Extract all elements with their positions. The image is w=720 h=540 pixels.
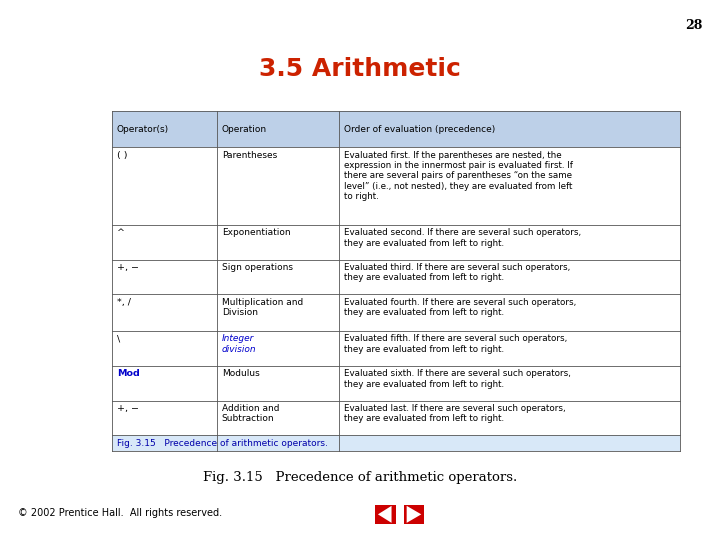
Text: Exponentiation: Exponentiation — [222, 228, 290, 237]
Text: Order of evaluation (precedence): Order of evaluation (precedence) — [344, 125, 495, 133]
Text: Evaluated second. If there are several such operators,
they are evaluated from l: Evaluated second. If there are several s… — [344, 228, 581, 248]
Text: Integer
division: Integer division — [222, 334, 256, 354]
Text: Evaluated sixth. If there are several such operators,
they are evaluated from le: Evaluated sixth. If there are several su… — [344, 369, 571, 389]
Text: \: \ — [117, 334, 120, 343]
Text: Mod: Mod — [117, 369, 140, 378]
Text: +, −: +, − — [117, 263, 139, 272]
Text: Evaluated first. If the parentheses are nested, the
expression in the innermost : Evaluated first. If the parentheses are … — [344, 151, 573, 201]
Text: Sign operations: Sign operations — [222, 263, 293, 272]
Text: © 2002 Prentice Hall.  All rights reserved.: © 2002 Prentice Hall. All rights reserve… — [18, 508, 222, 518]
Bar — [404, 504, 424, 524]
Text: Operator(s): Operator(s) — [117, 125, 168, 133]
Text: Operation: Operation — [222, 125, 267, 133]
Text: Evaluated fourth. If there are several such operators,
they are evaluated from l: Evaluated fourth. If there are several s… — [344, 298, 577, 317]
Text: +, −: +, − — [117, 404, 139, 413]
Text: Multiplication and
Division: Multiplication and Division — [222, 298, 303, 317]
Bar — [375, 504, 395, 524]
Text: Parentheses: Parentheses — [222, 151, 277, 160]
Text: 3.5 Arithmetic: 3.5 Arithmetic — [259, 57, 461, 80]
Text: Evaluated last. If there are several such operators,
they are evaluated from lef: Evaluated last. If there are several suc… — [344, 404, 566, 423]
Text: ( ): ( ) — [117, 151, 127, 160]
Text: Modulus: Modulus — [222, 369, 260, 378]
Text: ^: ^ — [117, 228, 125, 237]
Text: Fig. 3.15   Precedence of arithmetic operators.: Fig. 3.15 Precedence of arithmetic opera… — [203, 471, 517, 484]
Text: Addition and
Subtraction: Addition and Subtraction — [222, 404, 279, 423]
Text: Evaluated fifth. If there are several such operators,
they are evaluated from le: Evaluated fifth. If there are several su… — [344, 334, 567, 354]
Polygon shape — [407, 506, 421, 523]
Text: 28: 28 — [685, 19, 702, 32]
Text: *, /: *, / — [117, 298, 130, 307]
Text: Evaluated third. If there are several such operators,
they are evaluated from le: Evaluated third. If there are several su… — [344, 263, 570, 282]
Text: Fig. 3.15   Precedence of arithmetic operators.: Fig. 3.15 Precedence of arithmetic opera… — [117, 438, 328, 448]
Polygon shape — [378, 506, 392, 523]
